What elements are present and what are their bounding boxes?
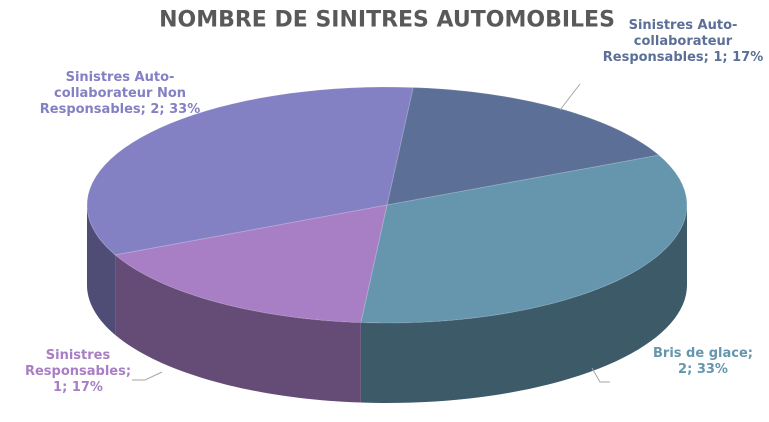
chart-title: NOMBRE DE SINITRES AUTOMOBILES: [159, 7, 615, 33]
pie-side: [87, 205, 116, 335]
data-label: Bris de glace; 2; 33%: [653, 346, 753, 377]
leader-line: [559, 83, 581, 111]
pie-side: [115, 254, 361, 403]
pie-side: [360, 205, 687, 403]
pie-slice: [113, 204, 388, 324]
pie-slice: [386, 86, 661, 206]
data-label: Sinistres Responsables; 1; 17%: [24, 348, 132, 395]
leader-line: [132, 371, 163, 381]
data-label: Sinistres Auto-collaborateur Non Respons…: [39, 70, 201, 117]
data-label: Sinistres Auto-collaborateur Responsable…: [602, 18, 764, 65]
leader-line: [591, 367, 610, 383]
pie-slice: [360, 154, 688, 324]
pie-slice: [86, 86, 414, 256]
